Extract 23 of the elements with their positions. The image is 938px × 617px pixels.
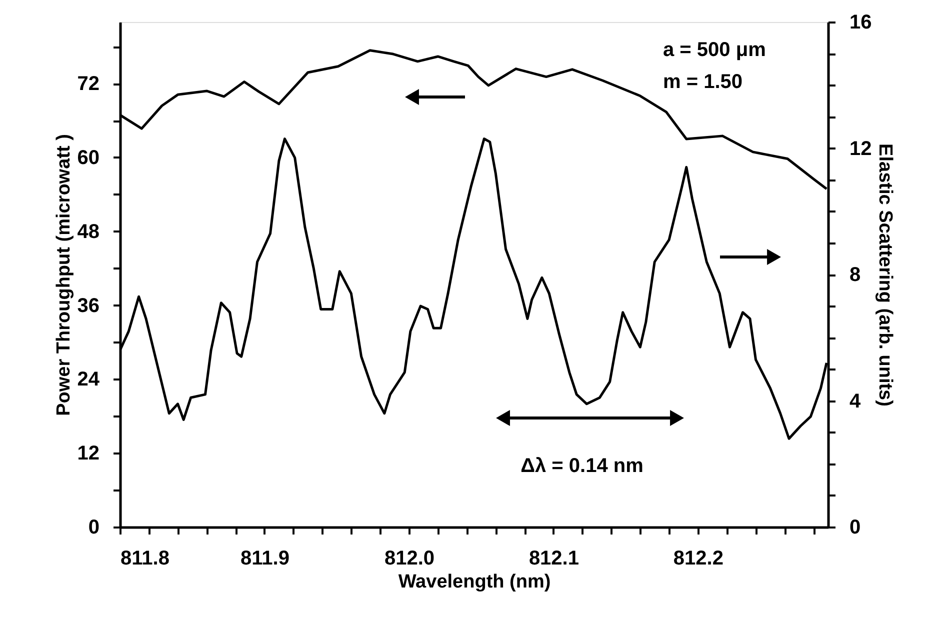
x-tick-label: 811.9	[240, 548, 290, 570]
y2-tick-label: 4	[850, 390, 862, 412]
y2-tick-label: 12	[850, 138, 872, 160]
x-axis-title: Wavelength (nm)	[398, 572, 551, 592]
annotation: a = 500 μm	[663, 39, 766, 61]
y-tick-label: 72	[77, 73, 100, 96]
y-tick-label: 36	[77, 294, 100, 317]
y-tick-label: 24	[77, 368, 100, 391]
y-tick-label: 12	[77, 442, 100, 465]
x-tick-label: 812.1	[528, 548, 579, 570]
annotation: Δλ = 0.14 nm	[520, 455, 644, 477]
y2-axis-title: Elastic Scattering (arb. units)	[874, 144, 896, 406]
y2-tick-label: 8	[850, 264, 861, 286]
x-tick-label: 812.0	[384, 548, 435, 570]
y2-tick-label: 16	[850, 12, 872, 34]
x-tick-label: 811.8	[120, 548, 170, 570]
x-tick-label: 812.2	[673, 548, 724, 570]
y-tick-label: 0	[88, 516, 100, 538]
y-tick-label: 48	[77, 220, 100, 243]
y-tick-label: 60	[77, 146, 100, 169]
y-axis-title: Power Throughput (microwatt )	[53, 134, 74, 416]
y2-tick-label: 0	[850, 516, 861, 538]
annotation: m = 1.50	[663, 71, 743, 93]
